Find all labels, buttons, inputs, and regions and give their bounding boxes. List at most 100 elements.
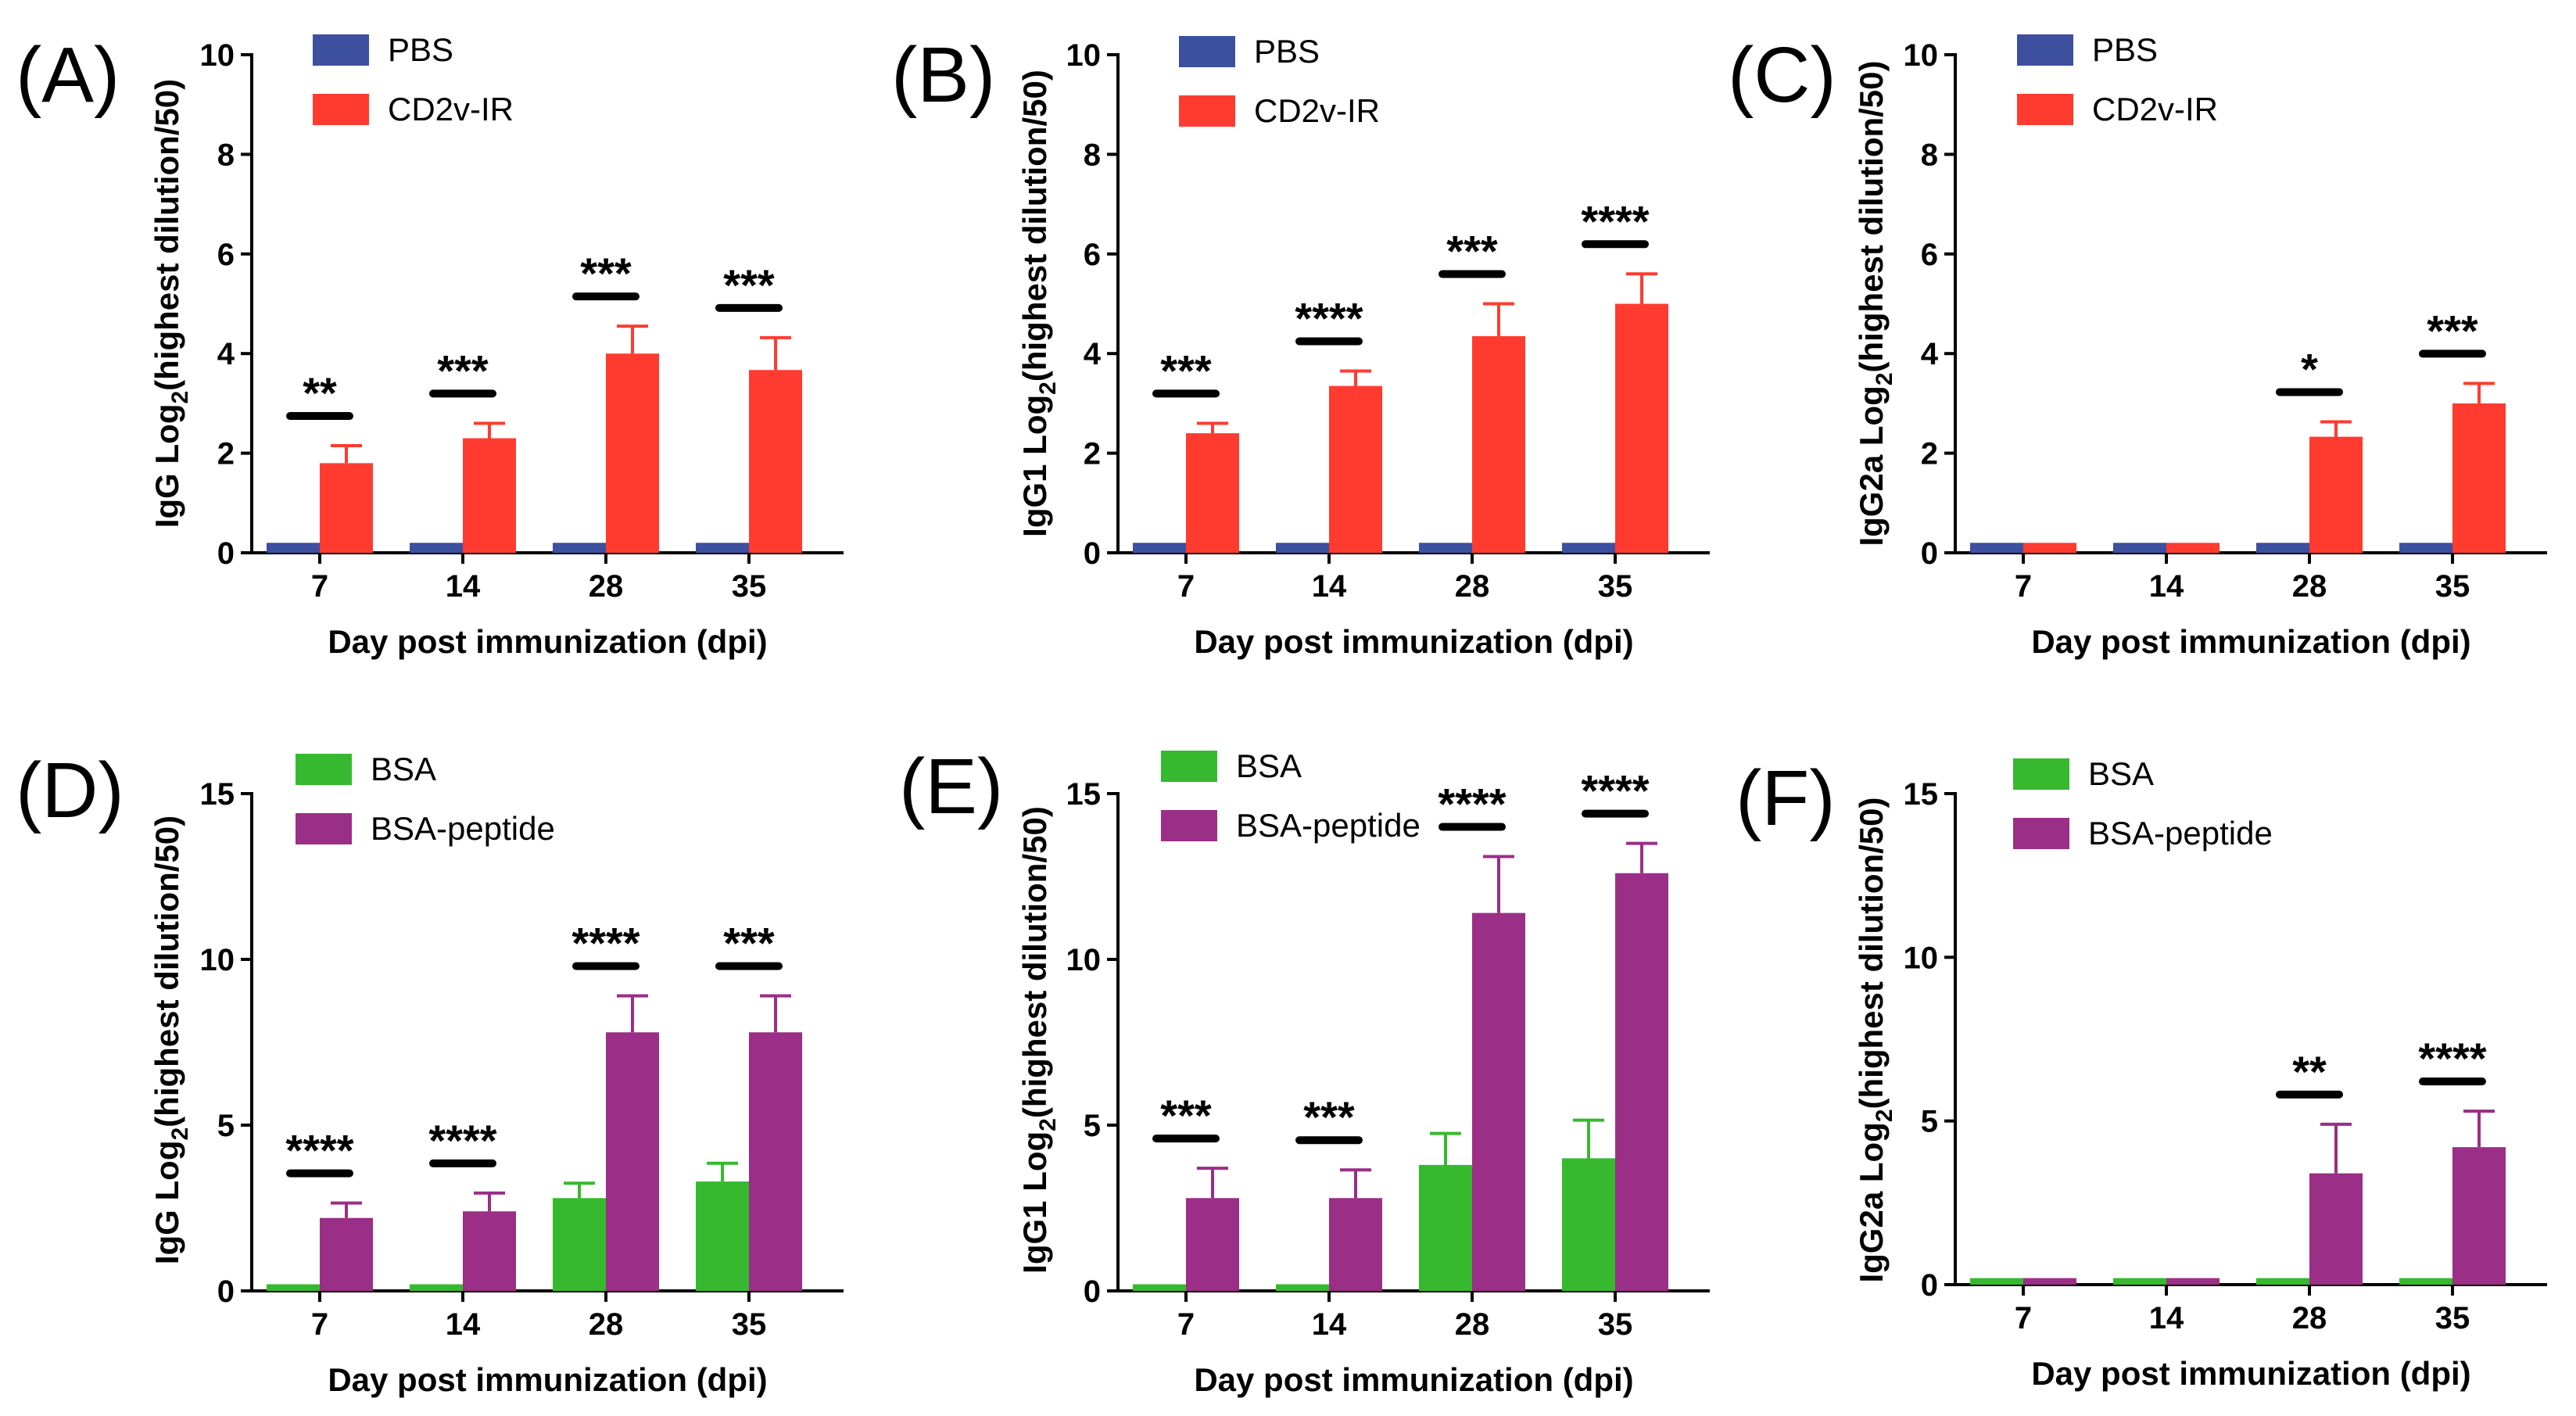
y-axis-title: IgG1 Log2(highest dilution/50) (1016, 70, 1061, 537)
y-axis-title-suffix: (highest dilution/50) (149, 816, 185, 1127)
legend-label: BSA (1236, 747, 1302, 784)
legend-label: BSA (371, 751, 436, 787)
x-tick-label: 14 (446, 569, 481, 604)
bar (2309, 436, 2363, 553)
y-tick-label: 2 (1921, 437, 1938, 471)
panel-letter: (E) (899, 743, 1003, 830)
x-tick-label: 28 (2292, 569, 2327, 604)
significance-marker: **** (285, 1126, 353, 1175)
bar (463, 1211, 516, 1291)
x-tick-label: 7 (311, 1307, 328, 1342)
y-tick-label: 0 (217, 536, 235, 571)
panel-f: (F) 0 5 10 15 7 14 28 ** 35 **** Day post immunizat… (1736, 755, 2547, 1392)
y-axis-title: IgG2a Log2(highest dilution/50) (1853, 60, 1897, 546)
legend-label: PBS (2092, 31, 2158, 68)
legend-swatch (1161, 810, 1217, 841)
significance-marker: ** (2292, 1047, 2327, 1096)
bar (2166, 1278, 2220, 1285)
x-tick-label: 14 (446, 1307, 481, 1342)
y-axis-title: IgG Log2(highest dilution/50) (149, 816, 193, 1264)
y-axis-title: IgG Log2(highest dilution/50) (149, 79, 193, 528)
significance-marker: **** (1438, 780, 1506, 829)
legend-label: CD2v-IR (1254, 92, 1380, 129)
legend-swatch (296, 754, 352, 785)
x-tick-label: 7 (2015, 1301, 2032, 1335)
bar (2166, 543, 2220, 553)
x-tick-label: 35 (732, 1307, 767, 1342)
legend-swatch (2013, 818, 2069, 849)
panel-letter: (B) (891, 31, 995, 119)
legend-swatch (1179, 95, 1235, 127)
y-axis-title-prefix: IgG1 Log (1016, 1131, 1053, 1274)
legend-swatch (2013, 758, 2069, 790)
y-tick-label: 5 (1084, 1109, 1101, 1143)
bar (1562, 543, 1615, 553)
legend-label: PBS (1254, 33, 1320, 70)
y-tick-label: 10 (1066, 38, 1102, 73)
bar (1419, 1164, 1472, 1291)
significance-marker: * (2301, 344, 2318, 393)
panel-letter: (A) (16, 31, 120, 119)
x-tick-label: 14 (2149, 1301, 2184, 1335)
y-tick-label: 2 (217, 437, 235, 471)
y-axis-title-suffix: (highest dilution/50) (1853, 60, 1890, 372)
y-tick-label: 6 (217, 238, 235, 272)
x-tick-label: 28 (2292, 1301, 2327, 1335)
panel-b: (B) 0 2 4 6 8 10 7 *** 14 **** 28 *** 35 **** Day post … (891, 31, 1710, 660)
legend-swatch (313, 94, 369, 125)
y-axis-title-suffix: (highest dilution/50) (1016, 806, 1053, 1118)
y-axis-title-prefix: IgG2a Log (1853, 1122, 1890, 1282)
bar (2399, 1278, 2452, 1285)
bar (320, 463, 373, 553)
y-axis-title-subscript: 2 (167, 391, 193, 404)
y-tick-label: 15 (200, 777, 235, 812)
legend-label: PBS (388, 31, 453, 68)
bar (2452, 1147, 2506, 1285)
significance-marker: *** (1160, 1091, 1212, 1140)
bar (320, 1217, 373, 1291)
legend-swatch (296, 813, 352, 844)
y-tick-label: 0 (1084, 1274, 1101, 1309)
significance-marker: *** (437, 346, 489, 395)
significance-marker: **** (1581, 196, 1649, 246)
y-axis-title-subscript: 2 (167, 1127, 193, 1141)
panel-letter: (F) (1736, 755, 1836, 842)
bar (267, 1284, 320, 1291)
x-tick-label: 28 (1455, 1307, 1490, 1342)
bar (1615, 873, 1668, 1291)
bar (1419, 543, 1472, 553)
bar (1970, 543, 2023, 553)
bar (1472, 335, 1525, 553)
y-tick-label: 10 (200, 943, 235, 977)
y-axis-title-subscript: 2 (1872, 1109, 1897, 1122)
significance-marker: *** (1303, 1092, 1355, 1142)
x-tick-label: 7 (1177, 1307, 1195, 1342)
bar (410, 1284, 463, 1291)
x-axis-title: Day post immunization (dpi) (328, 1361, 767, 1398)
y-tick-label: 8 (1921, 138, 1938, 172)
y-axis-title-prefix: IgG1 Log (1016, 395, 1053, 537)
significance-marker: *** (723, 919, 775, 968)
significance-marker: *** (723, 260, 775, 310)
y-axis-title: IgG2a Log2(highest dilution/50) (1853, 797, 1897, 1282)
bar (1562, 1158, 1615, 1291)
legend-swatch (1161, 751, 1217, 782)
x-tick-label: 14 (1312, 1307, 1347, 1342)
bar (2023, 1278, 2076, 1285)
panel-letter: (D) (16, 747, 124, 834)
bar (2256, 1278, 2309, 1285)
bar (1133, 1284, 1186, 1291)
bar (1276, 543, 1329, 553)
x-axis-title: Day post immunization (dpi) (328, 623, 767, 660)
y-tick-label: 8 (217, 138, 235, 172)
bar (606, 353, 659, 553)
bar (267, 543, 320, 553)
x-tick-label: 7 (2015, 569, 2032, 604)
significance-marker: **** (1581, 766, 1649, 816)
significance-marker: ** (303, 368, 337, 418)
legend-label: CD2v-IR (388, 91, 514, 127)
bar (1615, 303, 1668, 553)
y-tick-label: 5 (217, 1109, 235, 1143)
y-tick-label: 0 (1084, 536, 1101, 571)
